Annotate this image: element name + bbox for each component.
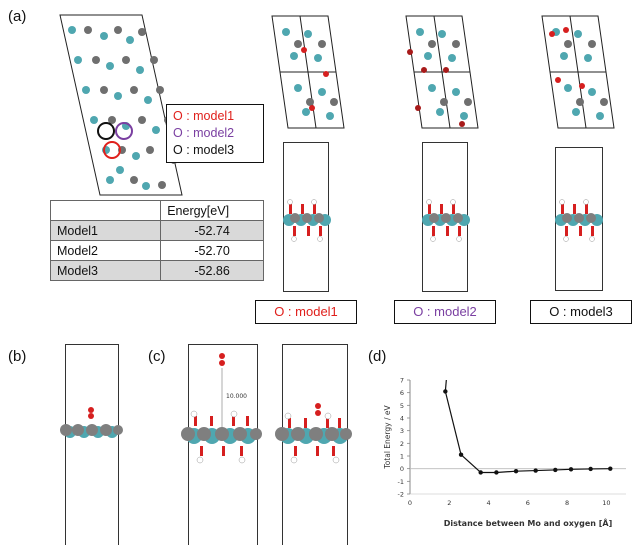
- model-name-cell: Model1: [49, 220, 162, 241]
- data-point: [568, 467, 574, 472]
- series-line: [444, 379, 611, 474]
- y-tick-label: 3: [400, 427, 404, 435]
- y-tick-label: 2: [400, 440, 404, 448]
- model3-label: O : model3: [530, 300, 632, 324]
- panel-c-slab-far: 10.000: [181, 353, 262, 464]
- x-tick-label: 0: [408, 499, 412, 507]
- legend-item-model3: O : model3: [173, 143, 235, 157]
- model1-top-view: [271, 15, 345, 129]
- y-tick-label: -2: [398, 491, 404, 499]
- panel-label-a: (a): [8, 8, 27, 25]
- model1-label: O : model1: [255, 300, 357, 324]
- table-header-cell: [49, 200, 162, 221]
- site-circle-model3: [97, 122, 115, 140]
- legend-item-model1: O : model1: [173, 109, 235, 123]
- table-row: Model1 -52.74: [49, 220, 264, 241]
- x-tick-label: 8: [565, 499, 569, 507]
- panel-b-slab: [60, 407, 123, 438]
- energy-value-cell: -52.70: [160, 240, 264, 261]
- panel-label-c: (c): [148, 348, 166, 365]
- x-tick-label: 10: [602, 499, 610, 507]
- lattice-atoms: [68, 26, 178, 190]
- model-name-cell: Model2: [49, 240, 162, 261]
- energy-table: Energy[eV] Model1 -52.74 Model2 -52.70 M…: [49, 200, 264, 281]
- y-axis-label: Total Energy / eV: [383, 405, 392, 470]
- energy-value-cell: -52.86: [160, 260, 264, 281]
- site-legend: O : model1 O : model2 O : model3: [166, 104, 264, 163]
- data-point: [513, 469, 519, 474]
- x-tick-label: 6: [526, 499, 530, 507]
- model2-label: O : model2: [394, 300, 496, 324]
- panel-c-frame-right: [282, 344, 348, 545]
- energy-distance-chart: -2 -1 0 1 2 3 4 5 6 7 0 2 4 6 8 10 Total Energy / eV Dist…: [383, 377, 626, 528]
- legend-item-model2: O : model2: [173, 126, 235, 140]
- data-point: [588, 466, 593, 472]
- table-row: Model3 -52.86: [49, 260, 264, 281]
- data-point: [478, 470, 483, 475]
- model2-top-view: [405, 15, 479, 129]
- table-header-cell: Energy[eV]: [160, 200, 264, 221]
- panel-label-b: (b): [8, 348, 27, 365]
- panel-label-d: (d): [368, 348, 387, 365]
- data-point: [443, 389, 448, 394]
- panel-b-frame: [65, 344, 119, 545]
- model-name-cell: Model3: [49, 260, 162, 281]
- x-tick-label: 4: [486, 499, 490, 507]
- y-tick-label: 6: [400, 389, 404, 397]
- distance-annotation: 10.000: [226, 393, 247, 400]
- table-row: Model2 -52.70: [49, 240, 264, 261]
- data-point: [553, 467, 558, 473]
- site-circle-model1: [103, 141, 121, 159]
- model3-slab: [555, 199, 603, 242]
- y-tick-label: 5: [400, 402, 404, 410]
- model1-slab: [283, 199, 331, 242]
- model2-slab: [422, 199, 470, 242]
- y-tick-label: 0: [400, 465, 404, 473]
- x-tick-label: 2: [447, 499, 451, 507]
- data-point: [608, 466, 613, 471]
- x-axis-label: Distance between Mo and oxygen [Å]: [444, 518, 613, 528]
- top-view-structure: [59, 14, 183, 196]
- data-point: [533, 468, 538, 473]
- y-tick-label: -1: [398, 478, 404, 486]
- energy-value-cell: -52.74: [160, 220, 264, 241]
- panel-c-slab-near: [275, 403, 352, 464]
- data-point: [458, 452, 464, 457]
- y-tick-label: 7: [400, 377, 404, 385]
- model3-top-view: [541, 15, 615, 129]
- y-tick-label: 1: [400, 453, 404, 461]
- y-tick-label: 4: [400, 415, 404, 423]
- data-point: [494, 470, 499, 475]
- panel-c-frame-left: [188, 344, 258, 545]
- site-circle-model2: [115, 122, 133, 140]
- table-header-row: Energy[eV]: [49, 200, 264, 221]
